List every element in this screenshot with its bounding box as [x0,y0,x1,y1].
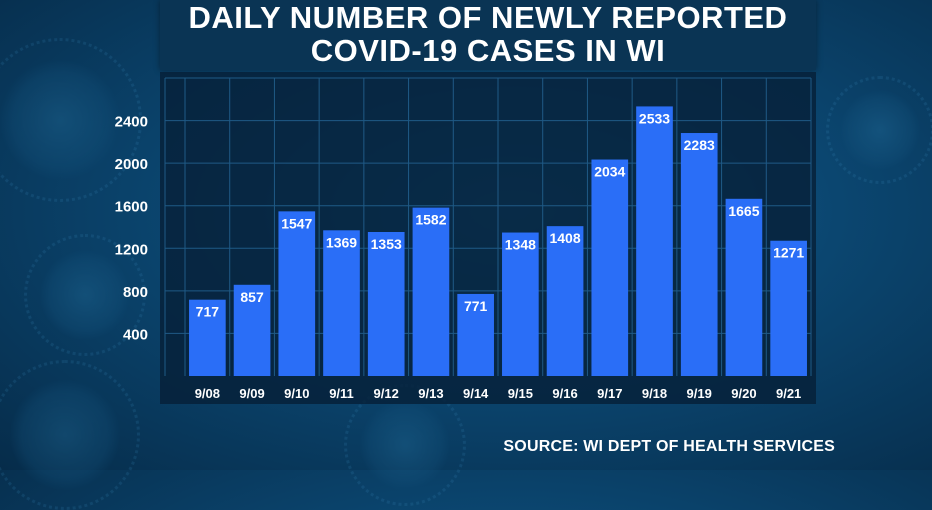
x-tick-label: 9/18 [642,386,667,401]
y-tick-label: 2400 [115,114,148,131]
bar-value-label: 1582 [415,212,446,228]
x-tick-label: 9/21 [776,386,801,401]
bar [189,299,226,376]
bar-value-label: 857 [240,289,264,305]
x-tick-label: 9/14 [463,386,489,401]
bar [680,133,718,376]
chart-title-line-2: COVID-19 CASES IN WI [310,33,666,68]
x-tick-label: 9/19 [687,386,712,401]
y-tick-label: 1200 [115,241,148,258]
bar-value-label: 2283 [684,137,715,153]
background-virus-decoration [0,360,140,510]
x-tick-label: 9/11 [329,386,354,401]
bar-value-label: 2533 [639,110,670,126]
bar [546,226,584,376]
x-tick-label: 9/13 [418,386,443,401]
x-tick-label: 9/09 [239,386,264,401]
y-tick-label: 1600 [115,199,148,216]
bar [636,106,673,376]
bar [457,293,494,376]
x-tick-label: 9/20 [731,386,756,401]
bar [278,211,316,376]
bar-value-label: 1353 [371,236,402,252]
chart-title-line-1: DAILY NUMBER OF NEWLY REPORTED [188,0,788,35]
chart-title-box: DAILY NUMBER OF NEWLY REPORTED COVID-19 … [160,0,816,70]
bar-value-label: 717 [196,304,220,320]
y-tick-label: 800 [123,284,148,301]
bar [591,159,629,376]
bar [412,207,450,376]
background-virus-decoration [23,233,147,357]
bar-value-label: 1271 [773,245,804,261]
bar [502,232,539,376]
x-tick-label: 9/16 [552,386,577,401]
bar-value-label: 1665 [728,203,759,219]
bar [770,240,807,376]
bar-value-label: 1369 [326,234,357,250]
background-virus-decoration [0,38,142,202]
x-tick-label: 9/12 [374,386,399,401]
y-tick-label: 400 [123,326,148,343]
x-tick-label: 9/17 [597,386,622,401]
x-tick-label: 9/10 [284,386,309,401]
bar-value-label: 1408 [549,230,580,246]
x-tick-label: 9/15 [508,386,533,401]
bar-value-label: 2034 [594,164,625,180]
chart-panel: 400 800 1200 1600 2000 2400 717 9/08 857 9/09 1547… [115,72,816,404]
background-virus-decoration [825,75,932,185]
bar-chart: 400 800 1200 1600 2000 2400 717 9/08 857 9/09 1547… [115,77,812,401]
bar [323,230,360,376]
bar-value-label: 1348 [505,237,536,253]
background-virus-decoration [343,383,467,507]
bar [233,284,271,376]
bar-value-label: 771 [464,298,488,314]
x-tick-label: 9/08 [195,386,220,401]
bar-value-label: 1547 [281,215,312,231]
bar [725,198,763,376]
source-credit: SOURCE: WI DEPT OF HEALTH SERVICES [503,438,835,455]
bar [367,232,405,376]
y-tick-label: 2000 [115,156,148,173]
